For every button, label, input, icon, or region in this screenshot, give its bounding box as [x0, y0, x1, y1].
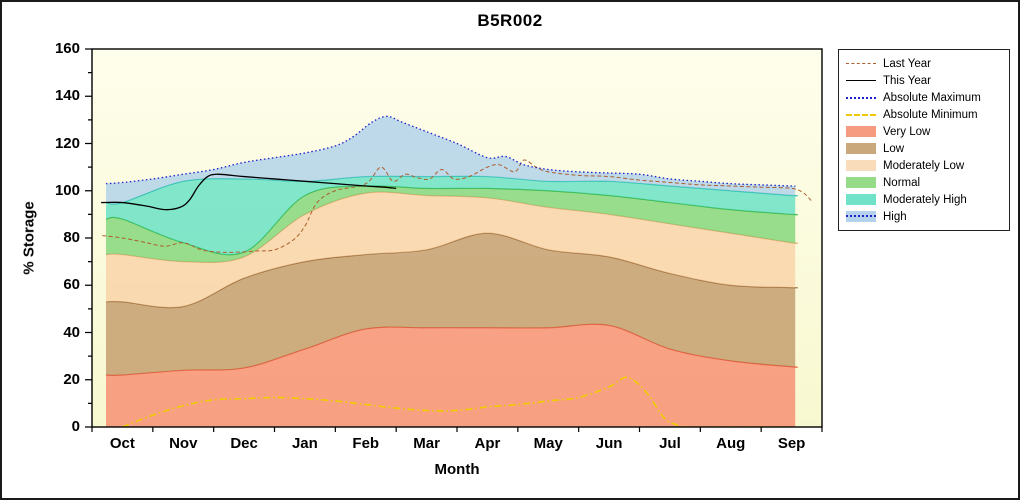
y-tick-label: 100: [54, 181, 80, 199]
x-tick-label: May: [533, 435, 563, 452]
legend-line-sample: [846, 80, 876, 81]
legend-label: Normal: [883, 176, 921, 189]
x-tick-label: Jun: [595, 435, 623, 452]
x-tick-label: Mar: [413, 435, 440, 452]
chart-title: B5R002: [477, 11, 543, 30]
x-tick-label: Jul: [659, 435, 681, 452]
legend-label: High: [883, 210, 907, 223]
legend-label: Last Year: [883, 57, 931, 70]
x-axis-label: Month: [434, 461, 480, 478]
legend-swatch: [846, 194, 876, 205]
legend-swatch: [846, 211, 876, 222]
legend-label: Absolute Minimum: [883, 108, 978, 121]
legend-line-sample: [846, 113, 876, 116]
x-tick-label: Nov: [169, 435, 198, 452]
y-tick-label: 60: [63, 276, 80, 294]
legend-item: Low: [846, 140, 1002, 157]
y-tick-label: 0: [71, 418, 80, 435]
legend-label: Low: [883, 142, 905, 155]
x-tick-label: Jan: [291, 435, 318, 452]
x-tick-label: Dec: [230, 435, 258, 452]
y-tick-label: 140: [54, 87, 80, 105]
x-tick-label: Sep: [777, 435, 806, 452]
y-tick-label: 40: [63, 323, 80, 341]
y-tick-label: 160: [54, 40, 80, 57]
legend-item: Moderately High: [846, 191, 1002, 208]
legend-label: This Year: [883, 74, 931, 87]
legend-item: Absolute Minimum: [846, 106, 1002, 123]
legend-label: Moderately High: [883, 193, 967, 206]
legend: Last Year This Year Absolute Maximum Absolu…: [838, 49, 1010, 231]
legend-item: Normal: [846, 174, 1002, 191]
legend-swatch: [846, 143, 876, 154]
x-tick-label: Aug: [716, 435, 746, 452]
legend-swatch-line: [846, 215, 876, 217]
legend-line-sample: [846, 63, 876, 64]
x-tick-label: Apr: [474, 435, 501, 452]
legend-swatch: [846, 126, 876, 137]
x-tick-label: Oct: [109, 435, 135, 452]
legend-swatch: [846, 177, 876, 188]
legend-item: Absolute Maximum: [846, 89, 1002, 106]
legend-item: Last Year: [846, 55, 1002, 72]
y-tick-label: 120: [54, 134, 80, 152]
legend-item: This Year: [846, 72, 1002, 89]
legend-item: Very Low: [846, 123, 1002, 140]
legend-line-sample: [846, 96, 876, 99]
legend-label: Absolute Maximum: [883, 91, 981, 104]
legend-item: Moderately Low: [846, 157, 1002, 174]
y-tick-label: 20: [63, 370, 80, 388]
legend-item: High: [846, 208, 1002, 225]
y-tick-label: 80: [63, 229, 80, 246]
legend-swatch: [846, 160, 876, 171]
legend-label: Very Low: [883, 125, 931, 138]
x-tick-label: Feb: [352, 435, 380, 452]
legend-label: Moderately Low: [883, 159, 965, 172]
